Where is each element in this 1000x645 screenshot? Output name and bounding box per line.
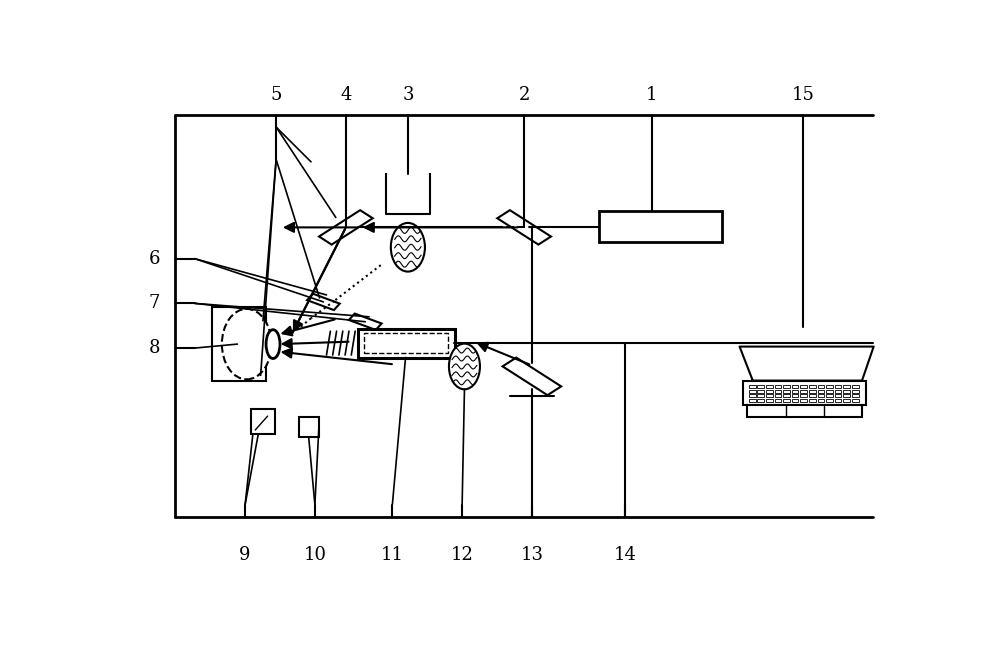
Bar	[766, 399, 773, 402]
Bar	[749, 399, 756, 402]
Bar	[792, 386, 798, 388]
Text: 1: 1	[646, 86, 658, 104]
Text: 2: 2	[518, 86, 530, 104]
Bar	[766, 394, 773, 397]
Text: 13: 13	[520, 546, 543, 564]
Bar	[775, 394, 781, 397]
Bar	[783, 386, 790, 388]
Bar	[835, 386, 841, 388]
Bar	[299, 417, 319, 437]
Polygon shape	[349, 313, 382, 330]
Text: 9: 9	[239, 546, 251, 564]
Bar	[852, 386, 859, 388]
Bar	[749, 386, 756, 388]
Bar	[599, 212, 722, 243]
Bar	[800, 399, 807, 402]
Bar	[818, 386, 824, 388]
Text: 6: 6	[149, 250, 160, 268]
Polygon shape	[503, 357, 561, 395]
Bar	[852, 399, 859, 402]
Bar	[757, 390, 764, 393]
Text: 8: 8	[149, 339, 160, 357]
Bar	[826, 399, 833, 402]
Bar	[826, 394, 833, 397]
Bar	[775, 386, 781, 388]
Text: 11: 11	[381, 546, 404, 564]
Ellipse shape	[222, 309, 271, 379]
Text: 5: 5	[270, 86, 282, 104]
Bar	[792, 390, 798, 393]
Bar	[843, 386, 850, 388]
Bar	[809, 386, 816, 388]
Ellipse shape	[266, 330, 280, 359]
Bar	[835, 399, 841, 402]
Bar	[852, 390, 859, 393]
Bar	[775, 399, 781, 402]
Ellipse shape	[449, 344, 480, 390]
Text: 12: 12	[451, 546, 474, 564]
Bar	[766, 386, 773, 388]
Bar	[792, 399, 798, 402]
Bar	[852, 394, 859, 397]
Bar	[783, 399, 790, 402]
Bar	[843, 394, 850, 397]
Bar	[251, 409, 275, 434]
Bar	[757, 399, 764, 402]
Bar	[757, 386, 764, 388]
Text: 15: 15	[792, 86, 815, 104]
Bar	[800, 390, 807, 393]
Bar	[783, 394, 790, 397]
Text: 4: 4	[340, 86, 352, 104]
Polygon shape	[497, 210, 551, 244]
Bar	[826, 386, 833, 388]
Polygon shape	[319, 210, 373, 244]
Bar	[212, 307, 266, 381]
Text: 7: 7	[149, 294, 160, 312]
Bar	[809, 390, 816, 393]
Text: 14: 14	[613, 546, 636, 564]
Bar	[747, 405, 862, 417]
Text: 3: 3	[402, 86, 414, 104]
Polygon shape	[307, 293, 340, 310]
Text: 10: 10	[303, 546, 326, 564]
Bar	[826, 390, 833, 393]
Bar	[766, 390, 773, 393]
Bar	[843, 390, 850, 393]
Ellipse shape	[391, 223, 425, 272]
Bar	[809, 399, 816, 402]
Bar	[757, 394, 764, 397]
Bar	[818, 394, 824, 397]
Bar	[364, 333, 448, 353]
Bar	[749, 390, 756, 393]
Bar	[743, 381, 866, 405]
Bar	[783, 390, 790, 393]
Bar	[835, 390, 841, 393]
Bar	[835, 394, 841, 397]
Bar	[775, 390, 781, 393]
Bar	[358, 329, 455, 357]
Bar	[792, 394, 798, 397]
Bar	[749, 394, 756, 397]
Bar	[818, 390, 824, 393]
Bar	[818, 399, 824, 402]
Bar	[843, 399, 850, 402]
Bar	[800, 394, 807, 397]
Bar	[809, 394, 816, 397]
Bar	[800, 386, 807, 388]
